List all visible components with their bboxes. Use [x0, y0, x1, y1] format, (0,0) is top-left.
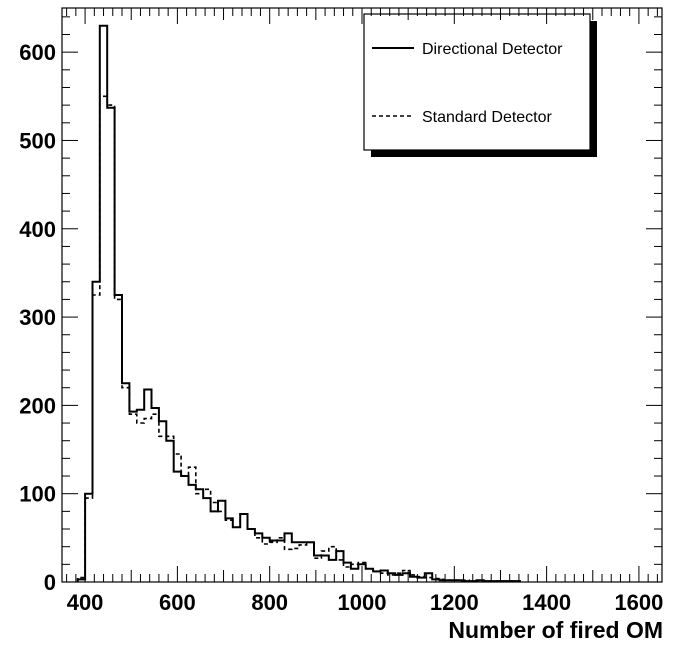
series-directional-detector-line — [76, 24, 521, 583]
y-tick-label: 400 — [19, 217, 56, 242]
y-tick-label: 500 — [19, 128, 56, 153]
x-tick-label: 400 — [67, 590, 104, 615]
x-tick-label: 600 — [159, 590, 196, 615]
series-standard-detector-line — [76, 95, 521, 582]
x-tick-label: 800 — [251, 590, 288, 615]
x-tick-label: 1600 — [614, 590, 663, 615]
y-tick-label: 600 — [19, 40, 56, 65]
x-tick-label: 1000 — [338, 590, 387, 615]
y-tick-label: 200 — [19, 393, 56, 418]
legend-label: Directional Detector — [422, 41, 563, 58]
axes: 0 100 200 300 400 500 600 400 600 800 1000 1200 1400… — [19, 8, 663, 615]
x-axis-title: Number of fired OM — [448, 617, 663, 643]
x-tick-label: 1200 — [430, 590, 479, 615]
y-tick-label: 300 — [19, 305, 56, 330]
y-tick-label: 100 — [19, 482, 56, 507]
x-tick-label: 1400 — [522, 590, 571, 615]
legend-label: Standard Detector — [422, 109, 553, 126]
legend: Directional Detector Standard Detector — [363, 13, 597, 157]
y-tick-label: 0 — [44, 570, 56, 595]
legend-box — [363, 13, 591, 151]
